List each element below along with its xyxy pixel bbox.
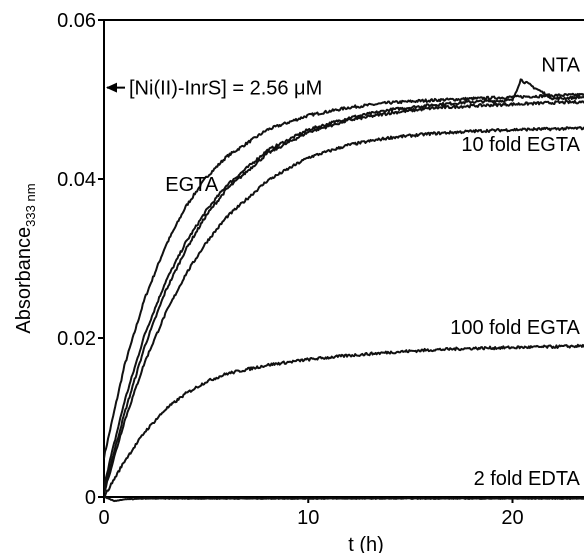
y-tick-label: 0 (85, 487, 96, 509)
series-annotation-label: NTA (541, 55, 580, 77)
series-annotation-label: 10 fold EGTA (461, 134, 580, 156)
x-tick-label: 20 (501, 507, 523, 529)
series-line-2 (104, 99, 584, 489)
series-line-4 (104, 343, 584, 499)
series-line-3 (104, 126, 584, 493)
y-axis-label: Absorbance333 nm (13, 183, 38, 333)
y-tick-label: 0.06 (57, 10, 96, 32)
y-axis-label-main: Absorbance (13, 227, 35, 334)
x-tick-label: 10 (297, 507, 319, 529)
y-tick-label: 0.02 (57, 328, 96, 350)
series-annotation-label: 100 fold EGTA (450, 317, 580, 339)
series-line-5 (104, 495, 584, 503)
series-annotation-label: 2 fold EDTA (474, 468, 581, 490)
x-tick-label: 0 (98, 507, 109, 529)
y-tick-label: 0.04 (57, 169, 96, 191)
reference-arrow-head (106, 82, 117, 93)
reference-label: [Ni(II)-InrS] = 2.56 μM (129, 78, 322, 100)
y-axis-label-subscript: 333 nm (23, 183, 38, 226)
series-layer (104, 78, 584, 503)
annotation-layer: [Ni(II)-InrS] = 2.56 μM NTA EGTA 10 fold EG… (106, 55, 581, 490)
series-line-0 (104, 92, 584, 459)
x-axis-label: t (h) (348, 534, 384, 553)
axes-layer: 0 0.02 0.04 0.06 0 10 20 t (h) Absorbance333 nm (13, 10, 584, 553)
series-annotation-label: EGTA (165, 174, 219, 196)
